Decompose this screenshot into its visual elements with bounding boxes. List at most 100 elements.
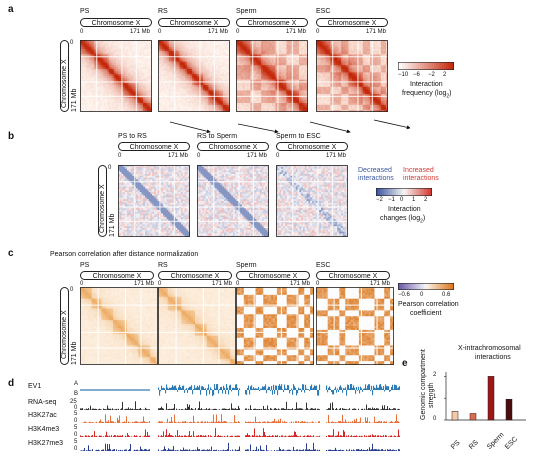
panel-b-legend-label2: changes (log2) — [380, 215, 425, 224]
panel-a-legend-close: ) — [449, 90, 452, 97]
panel-c-colorbar — [398, 283, 454, 290]
panel-a-colorbar-tick-0: −10 — [398, 72, 409, 78]
panel-a-to-b-arrows — [169, 119, 410, 134]
panel-c-tick-start-2: 0 — [236, 281, 240, 287]
panel-c-colorbar-tick-2: 0.6 — [442, 292, 451, 298]
panel-a-title-2: Sperm — [236, 8, 257, 15]
panel-c-y-tick-end: 171 Mb — [71, 341, 78, 365]
panel-c-y-tick-start: 0 — [70, 287, 74, 293]
panel-e-ylabel2: strength — [428, 382, 435, 408]
panel-label-b: b — [8, 131, 15, 142]
panel-b-legend-label2-main: changes (log — [380, 215, 421, 222]
panel-c-tick-end-1: 171 Mb — [212, 281, 233, 287]
panel-a-title-3: ESC — [316, 8, 331, 15]
panel-b-tick-end-0: 171 Mb — [168, 153, 189, 159]
panel-b-increased2: interactions — [403, 175, 439, 182]
panel-b-title-1: RS to Sperm — [197, 133, 238, 140]
panel-c-heatmap-3 — [316, 287, 394, 365]
panel-b-heatmap-1 — [197, 165, 269, 237]
panel-b-ylabel-pill — [98, 165, 107, 237]
panel-c-colorbar-tick-0: −0.6 — [398, 292, 410, 298]
panel-d-track-label-0: EV1 — [28, 383, 42, 390]
panel-d-track-label-2: H3K27ac — [28, 412, 57, 419]
panel-a-heatmap-1 — [158, 40, 230, 112]
panel-a-title-1: RS — [158, 8, 168, 15]
panel-c-tick-end-2: 171 Mb — [290, 281, 311, 287]
panel-a-tick-end-0: 171 Mb — [130, 29, 151, 35]
panel-b-tick-end-1: 171 Mb — [247, 153, 268, 159]
panel-a-title-0: PS — [80, 8, 90, 15]
panel-e-ytick-2: 2 — [433, 372, 437, 379]
panel-b-increased: Increased — [403, 167, 434, 174]
panel-c-tick-end-0: 171 Mb — [134, 281, 155, 287]
panel-a-legend-sub: 2 — [446, 93, 450, 100]
panel-b-tick-end-2: 171 Mb — [326, 153, 347, 159]
panel-c-legend-label2: coefficient — [410, 310, 442, 317]
panel-label-c: c — [8, 248, 14, 259]
panel-c-chrom-pill-0: Chromosome X — [80, 271, 154, 280]
panel-c-tick-start-1: 0 — [158, 281, 162, 287]
panel-e-ytick-0: 0 — [433, 416, 437, 422]
panel-b-chrom-pill-0: Chromosome X — [118, 142, 190, 151]
panel-b-legend-label: Interaction — [388, 206, 421, 213]
panel-b-tick-start-2: 0 — [276, 153, 280, 159]
panel-d-track-ev1 — [80, 384, 400, 396]
panel-e-xtick-0: PS — [450, 439, 462, 451]
panel-a-colorbar-tick-3: 2 — [443, 72, 447, 78]
panel-e-bar-esc — [505, 399, 513, 421]
panel-a-tick-start-0: 0 — [80, 29, 84, 35]
panel-c-title-3: ESC — [316, 262, 331, 269]
panel-a-y-tick-end: 171 Mb — [71, 88, 78, 112]
panel-b-colorbar-tick-3: 1 — [412, 197, 416, 203]
panel-b-colorbar-tick-4: 2 — [424, 197, 428, 203]
panel-e-bar-chart — [444, 372, 526, 421]
panel-c-title: Pearson correlation after distance norma… — [50, 251, 199, 258]
panel-d-track-min-2: 0 — [74, 446, 78, 452]
panel-c-title-1: RS — [158, 262, 168, 269]
panel-d-ev-a: A — [74, 381, 79, 387]
panel-b-chrom-pill-2: Chromosome X — [276, 142, 348, 151]
panel-a-tick-start-3: 0 — [316, 29, 320, 35]
panel-b-chrom-pill-1: Chromosome X — [197, 142, 269, 151]
panel-b-decreased2: interactions — [358, 175, 394, 182]
panel-a-ylabel-pill — [60, 40, 69, 112]
panel-label-d: d — [8, 378, 15, 389]
panel-a-tick-start-1: 0 — [158, 29, 162, 35]
panel-d-track-rna — [80, 401, 400, 410]
panel-d-track-h3k27ac — [80, 414, 400, 423]
panel-a-legend-label: Interaction — [410, 81, 443, 88]
panel-d-track-max-0: 5 — [74, 411, 78, 417]
panel-label-a: a — [8, 4, 14, 15]
panel-c-ylabel-pill — [60, 287, 69, 365]
panel-c-colorbar-tick-1: 0 — [420, 292, 424, 298]
panel-c-heatmap-0 — [80, 287, 158, 365]
panel-e-ylabel: Genomic compartment — [420, 349, 427, 420]
panel-b-title-0: PS to RS — [118, 133, 147, 140]
panel-d-track-min-0: 0 — [74, 418, 78, 424]
panel-e-title: X-intrachromosomal — [458, 345, 521, 352]
panel-c-tick-start-0: 0 — [80, 281, 84, 287]
panel-b-heatmap-0 — [118, 165, 190, 237]
panel-d-track-label-4: H3K27me3 — [28, 440, 64, 447]
panel-b-title-2: Sperm to ESC — [276, 133, 321, 140]
panel-d-track-max-1: 5 — [74, 425, 78, 431]
panel-d-track-min-1: 0 — [74, 432, 78, 438]
panel-c-tick-end-3: 171 Mb — [370, 281, 391, 287]
panel-a-chrom-pill-0: Chromosome X — [80, 18, 152, 27]
panel-a-y-tick-start: 0 — [70, 40, 74, 46]
panel-d-ev-b: B — [74, 391, 79, 397]
panel-a-tick-end-2: 171 Mb — [286, 29, 307, 35]
panel-a-heatmap-0 — [80, 40, 152, 112]
panel-c-title-0: PS — [80, 262, 90, 269]
panel-b-heatmap-2 — [276, 165, 348, 237]
panel-d-track-max-2: 5 — [74, 439, 78, 445]
panel-b-y-tick-end: 171 Mb — [109, 213, 116, 237]
panel-d-track-h3k4me3 — [80, 428, 400, 437]
panel-e-bar-sperm — [487, 376, 495, 421]
panel-b-colorbar-tick-2: 0 — [400, 197, 404, 203]
panel-a-colorbar-tick-2: −2 — [428, 72, 435, 78]
panel-a-colorbar — [398, 62, 454, 70]
panel-a-legend-label2-main: frequency (log — [402, 90, 447, 97]
panel-e-title2: interactions — [475, 354, 511, 361]
panel-d-rna-max: 25 — [70, 399, 77, 405]
